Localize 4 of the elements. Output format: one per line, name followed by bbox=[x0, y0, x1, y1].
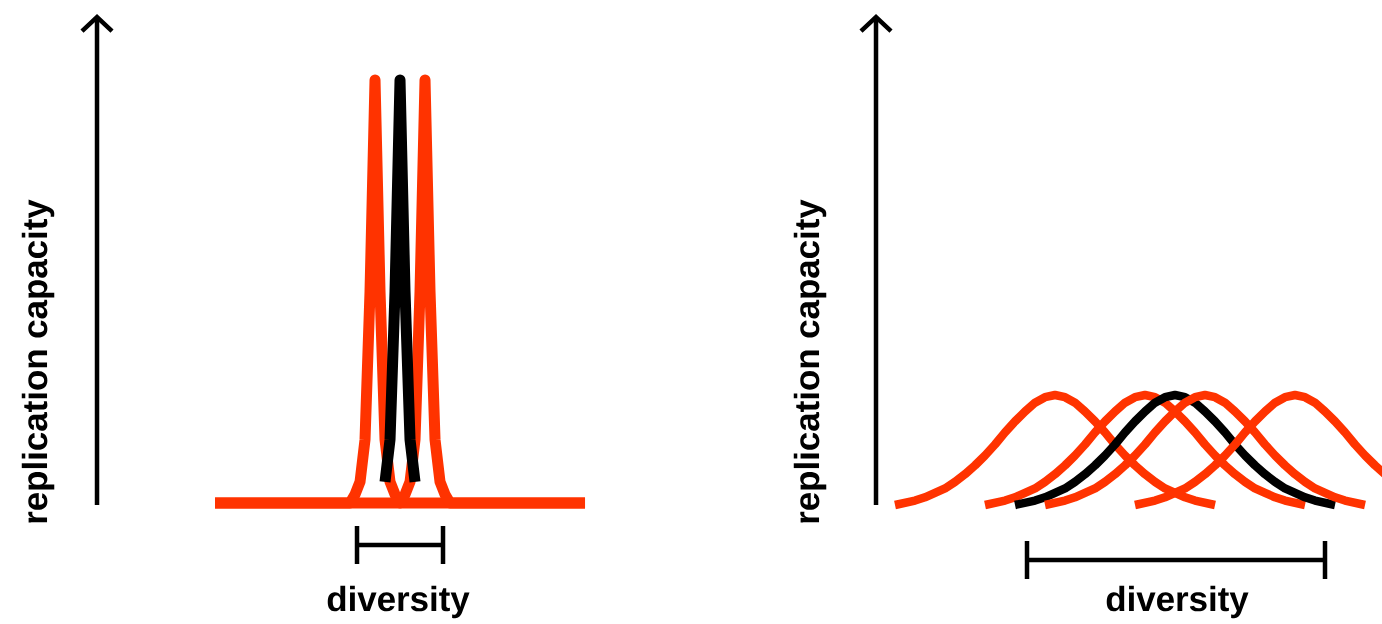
y-axis-title: replication capacity bbox=[793, 199, 827, 523]
y-axis-title: replication capacity bbox=[21, 199, 55, 523]
x-axis-title: diversity bbox=[1106, 585, 1249, 619]
x-axis-title: diversity bbox=[327, 585, 470, 619]
